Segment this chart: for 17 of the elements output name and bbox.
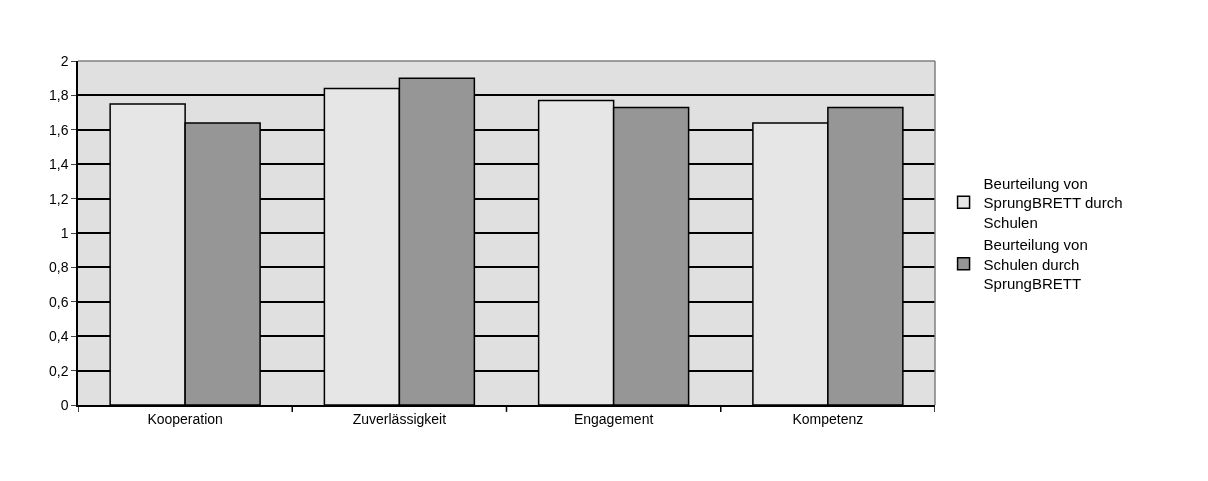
x-tick-label: Kompetenz (792, 410, 864, 427)
y-tick-label: 0,6 (48, 293, 69, 310)
y-tick-label: 0,4 (48, 328, 69, 345)
x-tick-label: Kooperation (147, 410, 223, 427)
legend-label: Beurteilung von SprungBRETT durch Schulen (983, 174, 1123, 231)
x-tick-label: Engagement (573, 410, 654, 427)
y-tick-label: 1,6 (48, 121, 69, 138)
y-tick-label: 0,2 (48, 362, 69, 379)
y-tick-label: 2 (60, 52, 69, 69)
x-tick-label: Zuverlässigkeit (352, 410, 447, 427)
y-tick-label: 1 (60, 224, 69, 241)
y-tick-label: 1,4 (48, 156, 69, 173)
legend-label: Beurteilung von Schulen durch SprungBRETT (983, 236, 1088, 293)
y-tick-label: 0 (60, 396, 69, 413)
y-tick-label: 1,8 (48, 87, 69, 104)
y-tick-label: 0,8 (48, 259, 69, 276)
y-tick-label: 1,2 (48, 190, 69, 207)
